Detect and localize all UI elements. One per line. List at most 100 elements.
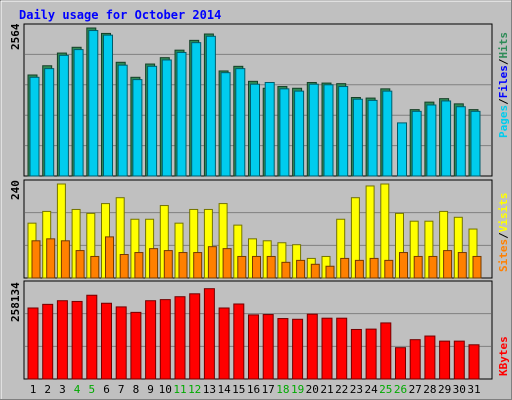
legend-entry: Files [497,65,510,98]
pages-bar [44,68,55,177]
kbytes-bar [468,344,480,380]
sites-bar [90,255,100,279]
pages-bar [279,88,290,177]
visits-sites-panel: 240 Sites/Visits [9,179,510,279]
day-label: 30 [453,383,466,396]
sites-bar [369,257,379,279]
legend-entry: KBytes [497,336,510,376]
day-label: 18 [276,383,289,396]
pages-bar [191,42,202,177]
chart-title: Daily usage for October 2014 [19,8,221,22]
kbytes-bar [380,322,392,380]
day-label: 11 [173,383,186,396]
pages-bar [294,90,305,177]
day-label: 5 [88,383,95,396]
sites-bar [340,257,350,279]
pages-bar [235,68,246,177]
day-label: 7 [118,383,125,396]
hits-ymax-label: 2564 [9,23,22,50]
pages-bar [264,81,275,177]
kbytes-bar [277,318,289,380]
day-label: 14 [217,383,231,396]
kbytes-panel: 258134 KBytes [9,280,510,380]
kbytes-bar [336,317,348,380]
legend-entry: Hits [497,32,510,59]
legend-entry: Pages [497,105,510,138]
kbytes-bar [101,302,112,380]
kbytes-bar [203,288,215,380]
legend-entry: Visits [497,193,510,233]
kbytes-bar [189,293,201,380]
sites-bar [443,250,453,279]
kbytes-bar [292,318,304,380]
pages-bar [367,99,378,177]
pages-bar [411,110,422,177]
sites-bar [237,255,247,279]
day-label: 10 [159,383,172,396]
sites-bar [384,259,394,279]
pages-bar [338,86,349,177]
legend-entry: / [497,232,510,239]
day-label: 25 [379,383,392,396]
pages-bar [470,110,481,177]
pages-bar [176,51,187,177]
sites-bar [119,254,129,279]
pages-bar [161,59,172,177]
kbytes-bar [365,328,377,380]
hits-pages-panel: 2564 Pages/Files/Hits [9,23,510,177]
pages-bar [58,54,69,177]
kbytes-bar [159,299,171,380]
sites-bar [428,255,438,279]
pages-bar [205,35,216,177]
day-label: 6 [103,383,110,396]
pages-bar [308,83,319,177]
kbytes-bar [218,307,230,380]
kbytes-bar [409,339,421,380]
day-label: 16 [247,383,260,396]
sites-bar [75,250,85,279]
pages-bar [132,79,143,177]
day-axis-labels: 1 2 3 4 5 6 7 8 9 10 11 12 13 14 15 16 17 18 19 20 21 22 23 24 2… [30,383,481,396]
kbytes-bar [262,314,274,380]
kbytes-bar [130,311,142,380]
legend-entry: / [497,58,510,65]
sites-bar [134,252,144,279]
sites-bar [193,252,203,279]
day-label: 23 [350,383,363,396]
pages-bar [382,90,393,177]
sites-bar [266,255,276,279]
pages-bar [455,106,466,177]
sites-bar [207,246,217,279]
pages-bar [352,98,363,177]
day-label: 31 [467,383,480,396]
day-label: 1 [30,383,37,396]
kbytes-bar [350,328,362,380]
sites-bar [31,240,41,279]
sites-bar [46,238,56,279]
kbytes-legend: KBytes [497,336,510,376]
kbytes-bar [306,313,318,380]
kbytes-bar [145,300,157,380]
kbytes-bar [395,347,406,380]
kbytes-bar [453,340,465,380]
sites-bar [163,250,173,279]
sites-bar [149,248,159,279]
kbytes-bar [27,307,39,380]
sites-bar [252,255,261,279]
pages-bar [103,34,113,177]
kbytes-bar [56,300,68,380]
sites-bar [413,255,423,279]
day-label: 12 [188,383,201,396]
day-label: 27 [409,383,422,396]
kbytes-bar [248,314,259,380]
day-label: 2 [44,383,51,396]
day-label: 26 [394,383,407,396]
day-label: 22 [335,383,348,396]
day-label: 3 [59,383,66,396]
sites-bar [354,259,364,279]
kbytes-bar [86,294,98,380]
kbytes-bar [233,303,245,380]
sites-bar [281,261,291,279]
kbytes-bar [321,317,333,380]
